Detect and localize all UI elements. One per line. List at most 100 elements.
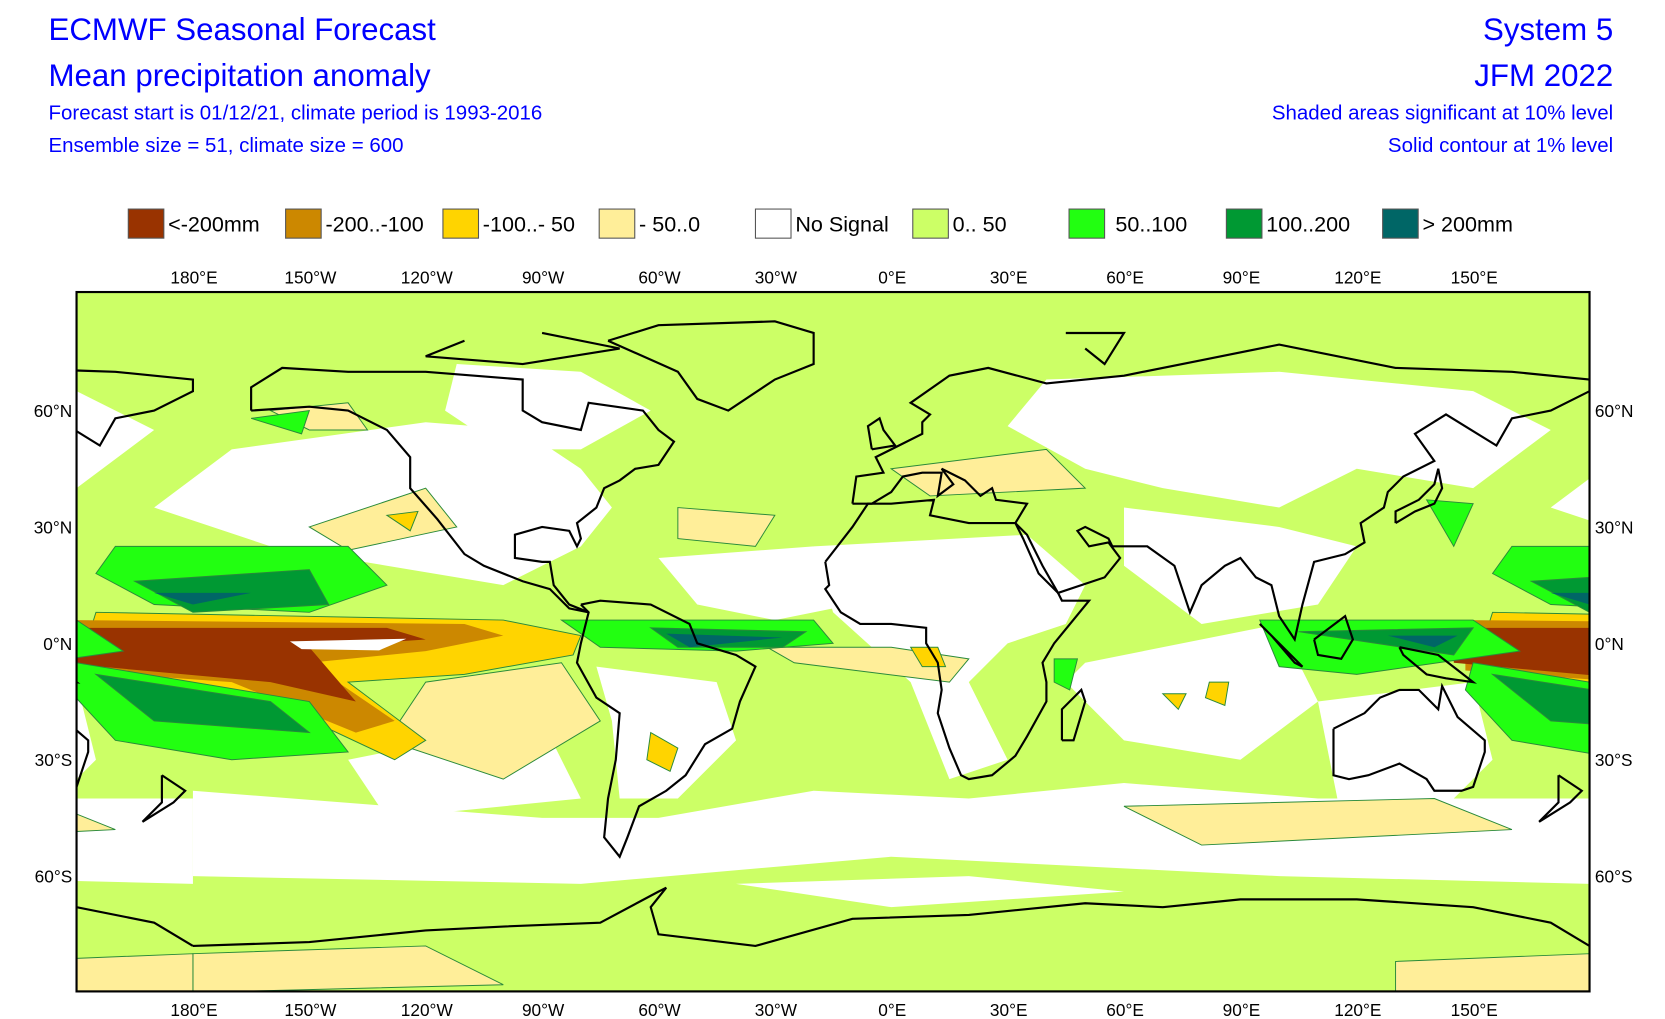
lon-label: 90°E (1223, 1000, 1261, 1019)
dry-anomaly-area (385, 510, 419, 532)
lon-label: 60°E (1106, 1000, 1144, 1019)
coastline (1060, 687, 1087, 742)
coastline (192, 886, 1590, 948)
legend-swatch (598, 208, 636, 239)
wet-anomaly-area (154, 592, 252, 605)
legend-swatch (754, 208, 792, 239)
legend-label: - 50..0 (639, 212, 700, 237)
lat-label: 60°S (1595, 867, 1633, 887)
no-signal-area (76, 682, 96, 780)
wet-anomaly-area (94, 673, 311, 734)
wet-anomaly-area (250, 409, 311, 435)
no-signal-area (76, 798, 193, 884)
wet-anomaly-area (1648, 411, 1665, 434)
period-label: JFM 2022 (1474, 58, 1613, 93)
anomaly-fields (76, 364, 1665, 992)
no-signal-area (1065, 623, 1318, 760)
dry-anomaly-area (76, 813, 116, 832)
wet-anomaly-area (133, 569, 330, 613)
legend-label: No Signal (795, 212, 888, 237)
title: ECMWF Seasonal Forecast (49, 12, 437, 47)
contour-note: Solid contour at 1% level (1388, 134, 1613, 157)
lat-label: 60°N (1595, 401, 1634, 421)
no-signal-area (1007, 371, 1551, 508)
no-signal-area (1123, 507, 1357, 624)
coastline (141, 774, 187, 823)
lon-label: 90°W (522, 267, 565, 287)
legend-label: -100..- 50 (483, 212, 575, 237)
lon-label: 150°W (284, 1000, 337, 1019)
legend-swatch (127, 208, 165, 239)
lat-label: 30°S (35, 750, 73, 770)
coastline (575, 599, 757, 859)
no-signal-area (1550, 478, 1590, 521)
lon-label: 120°E (1334, 267, 1381, 287)
legend-swatch (285, 208, 322, 239)
no-signal-area (1317, 682, 1493, 818)
coastline (1394, 468, 1444, 525)
wet-anomaly-area (1387, 635, 1458, 648)
lon-label: 30°W (755, 1000, 798, 1019)
lon-label: 60°W (638, 267, 681, 287)
legend-swatch (1068, 208, 1106, 239)
legend-label: -200..-100 (325, 212, 423, 237)
dry-anomaly-area (76, 953, 194, 992)
coastline (1259, 623, 1304, 668)
wet-anomaly-area (1425, 499, 1474, 548)
no-signal-area (289, 638, 407, 651)
legend: <-200mm -200..-100 -100..- 50 - 50..0 No Sig… (127, 208, 1513, 239)
dry-anomaly-area (646, 731, 679, 773)
no-signal-area (445, 364, 651, 450)
legend-label: 0.. 50 (953, 212, 1007, 237)
legend-swatch (912, 208, 949, 239)
lat-label: 30°N (34, 517, 73, 537)
lon-label: 0°E (878, 267, 906, 287)
lat-label: 60°N (34, 401, 73, 421)
coastline (866, 416, 898, 451)
lon-label: 180°E (170, 1000, 217, 1019)
axis-labels: 180°E 180°E 150°W 150°W 120°W 120°W 90°W 90°W 60… (34, 267, 1634, 1019)
subtitle: Mean precipitation anomaly (49, 58, 432, 93)
wet-anomaly-area (1298, 627, 1475, 656)
map (76, 292, 1665, 992)
lon-label: 0°E (878, 1000, 906, 1019)
coastline (823, 498, 1092, 781)
dry-anomaly-area (1161, 693, 1187, 711)
lon-label: 30°E (990, 1000, 1028, 1019)
lon-label: 120°W (401, 1000, 454, 1019)
forecast-info: Forecast start is 01/12/21, climate peri… (49, 102, 543, 125)
lon-label: 90°W (522, 1000, 565, 1019)
legend-swatch (1382, 208, 1419, 239)
coastline (607, 320, 815, 412)
coastline (425, 331, 620, 366)
legend-label: 100..200 (1266, 212, 1350, 237)
lat-label: 60°S (35, 867, 73, 887)
dry-anomaly-area (1395, 953, 1590, 992)
dry-anomaly-area (677, 507, 776, 547)
dry-anomaly-area (1123, 798, 1513, 846)
lon-label: 150°W (284, 267, 337, 287)
coastline (76, 728, 90, 789)
dry-anomaly-area (308, 487, 458, 551)
lon-label: 90°E (1223, 267, 1261, 287)
lon-label: 60°E (1106, 267, 1144, 287)
legend-swatch (1225, 208, 1263, 239)
coastline (1398, 646, 1478, 684)
coastline (851, 343, 1590, 643)
lon-label: 60°W (638, 1000, 681, 1019)
wet-anomaly-area (76, 619, 125, 659)
coastline (250, 366, 676, 614)
lat-label: 30°S (1595, 750, 1633, 770)
lon-label: 30°W (755, 267, 798, 287)
wet-anomaly-area (1053, 658, 1079, 691)
ensemble-info: Ensemble size = 51, climate size = 600 (49, 134, 404, 157)
coastline (1538, 774, 1584, 823)
coastline (1313, 614, 1355, 661)
dry-anomaly-area (1204, 681, 1230, 707)
no-signal-area (76, 391, 155, 489)
legend-label: <-200mm (168, 212, 260, 237)
lon-label: 180°E (170, 267, 217, 287)
no-signal-area (658, 546, 853, 621)
coastline (1648, 368, 1665, 612)
lat-label: 30°N (1595, 517, 1634, 537)
